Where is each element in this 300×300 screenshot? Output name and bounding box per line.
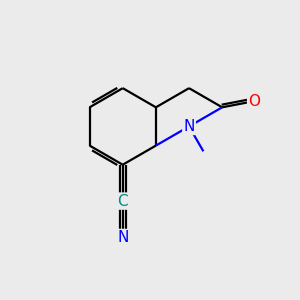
Text: N: N <box>117 230 128 245</box>
Text: C: C <box>117 194 128 208</box>
Text: N: N <box>183 119 195 134</box>
Text: O: O <box>248 94 260 109</box>
